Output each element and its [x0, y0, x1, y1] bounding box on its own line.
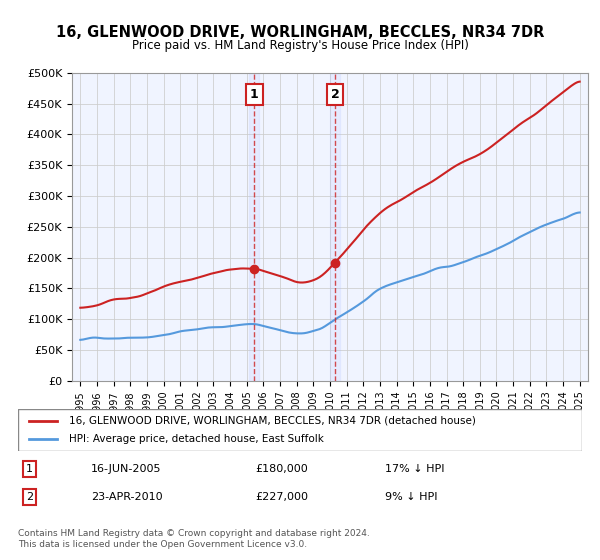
Text: Contains HM Land Registry data © Crown copyright and database right 2024.
This d: Contains HM Land Registry data © Crown c…	[18, 529, 370, 549]
Bar	[330, 73, 340, 381]
Text: 1: 1	[26, 464, 33, 474]
Text: 23-APR-2010: 23-APR-2010	[91, 492, 163, 502]
Text: Price paid vs. HM Land Registry's House Price Index (HPI): Price paid vs. HM Land Registry's House …	[131, 39, 469, 52]
Text: 1: 1	[250, 88, 259, 101]
Text: 17% ↓ HPI: 17% ↓ HPI	[385, 464, 444, 474]
Bar	[250, 73, 259, 381]
Text: 16, GLENWOOD DRIVE, WORLINGHAM, BECCLES, NR34 7DR: 16, GLENWOOD DRIVE, WORLINGHAM, BECCLES,…	[56, 25, 544, 40]
FancyBboxPatch shape	[18, 409, 582, 451]
Text: 2: 2	[331, 88, 340, 101]
Text: £180,000: £180,000	[255, 464, 308, 474]
Text: 16-JUN-2005: 16-JUN-2005	[91, 464, 162, 474]
Text: 16, GLENWOOD DRIVE, WORLINGHAM, BECCLES, NR34 7DR (detached house): 16, GLENWOOD DRIVE, WORLINGHAM, BECCLES,…	[69, 416, 476, 426]
Text: 2: 2	[26, 492, 33, 502]
Text: HPI: Average price, detached house, East Suffolk: HPI: Average price, detached house, East…	[69, 434, 323, 444]
Text: 9% ↓ HPI: 9% ↓ HPI	[385, 492, 437, 502]
Text: £227,000: £227,000	[255, 492, 308, 502]
